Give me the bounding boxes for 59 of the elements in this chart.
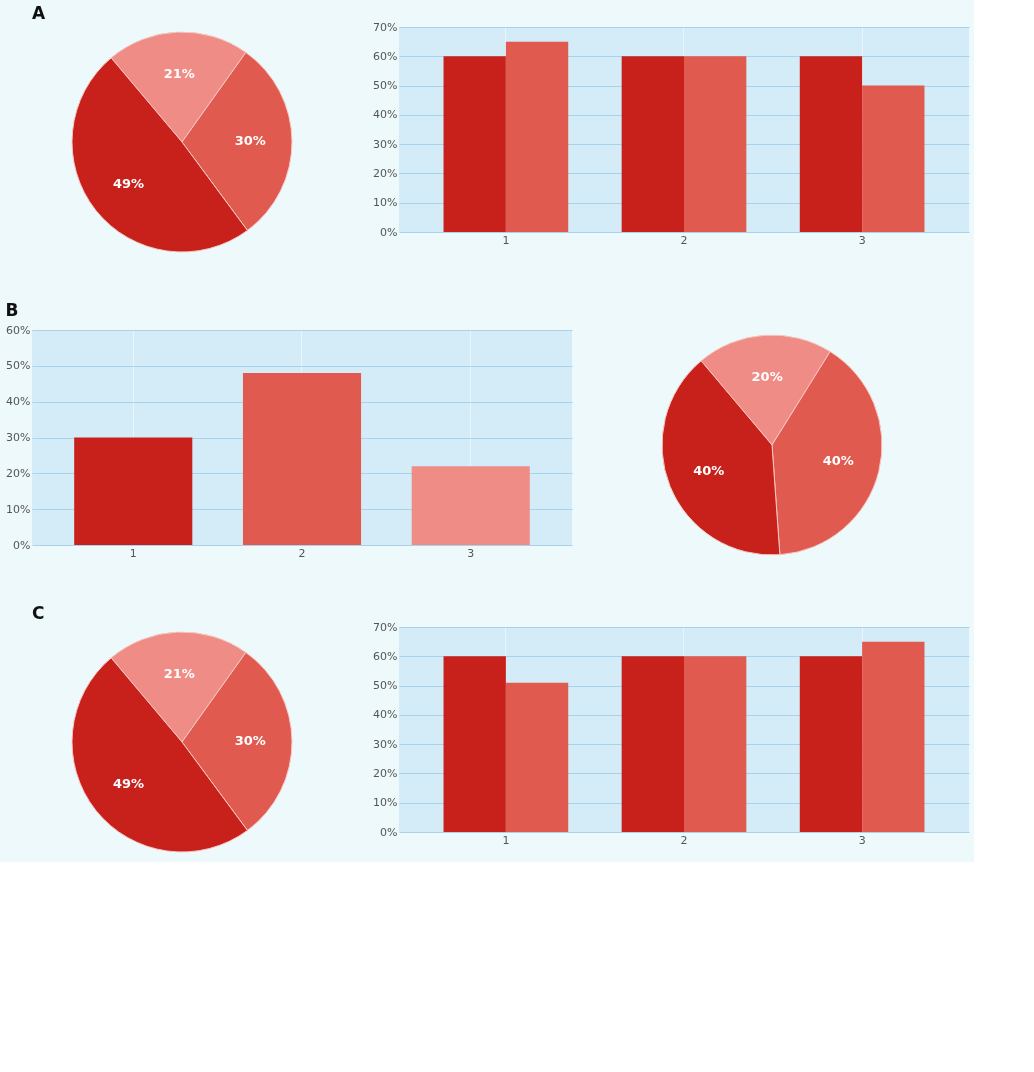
x-tick-label: 3 (858, 833, 866, 847)
y-tick-label: 60% (6, 323, 31, 337)
bar (799, 656, 863, 832)
y-tick-label: 10% (373, 196, 398, 210)
y-tick-label: 50% (373, 79, 398, 93)
data-label: 49% (112, 776, 145, 792)
x-tick-label: 3 (858, 233, 866, 247)
bar (621, 656, 684, 832)
y-tick-label: 40% (373, 708, 398, 722)
bar (505, 682, 569, 832)
y-tick-label: 30% (373, 137, 398, 151)
y-tick-label: 0% (380, 225, 398, 239)
y-tick-label: 20% (373, 766, 398, 780)
data-label: 49% (112, 176, 145, 192)
bar (443, 56, 506, 232)
y-tick-label: 30% (373, 737, 398, 751)
x-tick-label: 2 (298, 546, 306, 560)
x-tick-label: 1 (502, 833, 510, 847)
y-tick-label: 0% (380, 825, 398, 839)
x-tick-label: 2 (680, 233, 688, 247)
y-tick-label: 20% (373, 166, 398, 180)
chart-title: B (5, 300, 19, 320)
y-tick-label: 70% (373, 620, 398, 634)
y-tick-label: 40% (373, 108, 398, 122)
bar (74, 437, 193, 545)
y-tick-label: 0% (13, 538, 31, 552)
bar (862, 85, 925, 232)
data-label: 30% (234, 733, 266, 749)
chart-title: A (32, 3, 46, 23)
chart-title: C (32, 603, 45, 623)
data-label: 20% (751, 368, 783, 384)
y-tick-label: 10% (373, 796, 398, 810)
data-label: 21% (163, 65, 195, 81)
y-tick-label: 40% (6, 395, 31, 409)
y-tick-label: 10% (6, 502, 31, 516)
bar (242, 373, 362, 545)
data-label: 40% (693, 462, 725, 478)
bar (862, 641, 925, 832)
bar (411, 466, 530, 545)
y-tick-label: 30% (6, 431, 31, 444)
y-tick-label: 50% (6, 359, 31, 373)
x-tick-label: 2 (680, 833, 688, 847)
data-label: 21% (163, 665, 195, 681)
y-tick-label: 20% (6, 466, 31, 480)
y-tick-label: 60% (373, 649, 398, 663)
y-tick-label: 60% (373, 49, 398, 63)
y-tick-label: 50% (373, 679, 398, 693)
bar (621, 56, 684, 232)
bar (505, 41, 569, 232)
x-tick-label: 1 (502, 233, 510, 247)
bar (799, 56, 863, 232)
bar (684, 56, 747, 232)
data-label: 40% (822, 453, 854, 469)
y-tick-label: 70% (373, 20, 398, 34)
bar (684, 656, 747, 832)
x-tick-label: 3 (467, 546, 475, 560)
bar (443, 656, 506, 832)
data-label: 30% (234, 133, 266, 149)
x-tick-label: 1 (129, 546, 137, 560)
